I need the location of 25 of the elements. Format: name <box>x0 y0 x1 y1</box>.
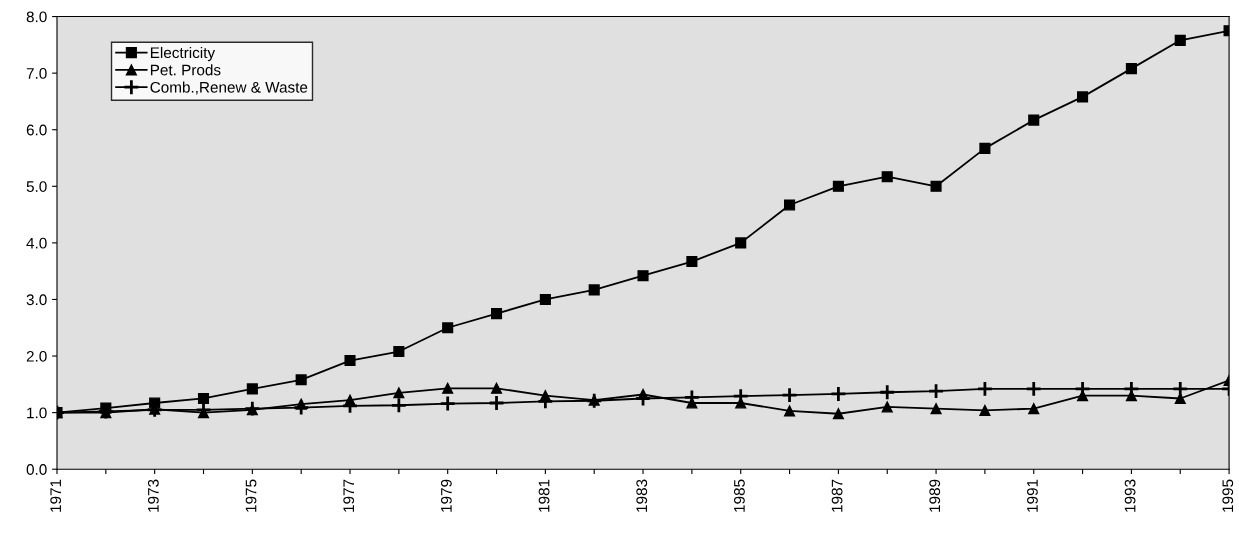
legend-label: Pet. Prods <box>150 64 221 76</box>
x-tick-label: 1979 <box>440 479 452 512</box>
x-tick-label: 1985 <box>734 479 745 512</box>
y-tick-label: 1.0 <box>27 407 47 419</box>
x-tick-label: 1989 <box>929 479 941 512</box>
x-tick-label: 1973 <box>147 479 159 512</box>
x-tick-label: 1983 <box>636 479 648 512</box>
y-tick-label: 3.0 <box>26 294 47 306</box>
x-tick-label: 1987 <box>831 479 843 512</box>
x-tick-label: 1971 <box>50 479 62 512</box>
y-tick-label: 0.0 <box>26 464 47 475</box>
y-tick-label: 8.0 <box>26 11 47 23</box>
legend-label: Electricity <box>150 46 216 62</box>
y-tick-label: 7.0 <box>26 68 47 79</box>
x-tick-label: 1981 <box>538 479 550 512</box>
y-tick-label: 5.0 <box>26 181 47 192</box>
x-tick-label: 1975 <box>245 479 257 512</box>
x-tick-label: 1977 <box>343 479 355 512</box>
y-tick-label: 6.0 <box>26 124 47 136</box>
y-tick-label: 4.0 <box>26 237 47 249</box>
legend-label: Comb.,Renew & Waste <box>150 81 308 95</box>
y-tick-label: 2.0 <box>26 350 47 362</box>
x-tick-label: 1993 <box>1124 479 1136 512</box>
x-tick-label: 1995 <box>1222 479 1234 512</box>
x-tick-label: 1991 <box>1027 479 1038 512</box>
